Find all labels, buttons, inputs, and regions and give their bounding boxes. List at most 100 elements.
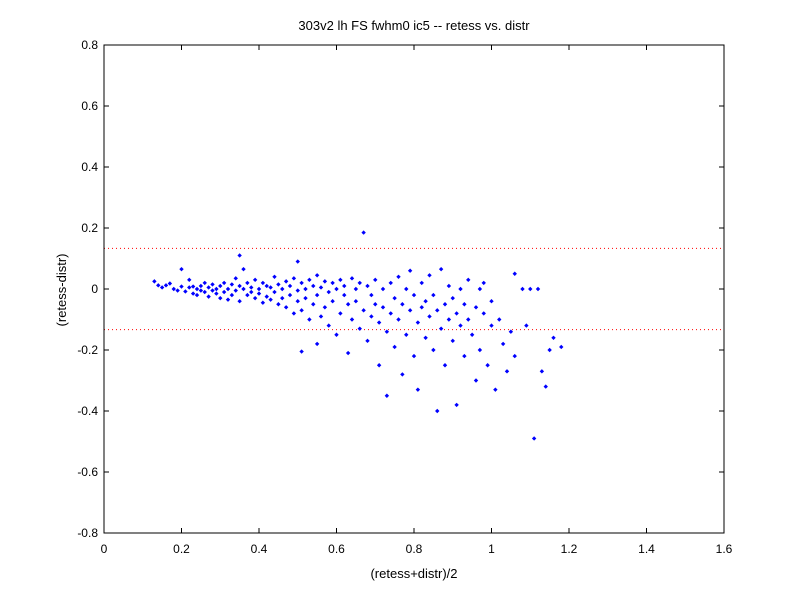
data-point <box>268 297 273 302</box>
data-point <box>287 283 293 289</box>
data-point <box>237 253 242 258</box>
data-point <box>299 349 304 354</box>
data-point <box>400 302 405 307</box>
data-point <box>307 317 312 322</box>
data-point <box>156 283 161 288</box>
data-point <box>365 338 370 344</box>
data-point <box>396 317 401 322</box>
data-point <box>477 286 483 292</box>
x-tick-label: 1.6 <box>716 542 733 556</box>
data-point <box>520 286 525 292</box>
data-point <box>237 299 242 304</box>
x-tick-label: 1 <box>488 542 495 556</box>
data-point <box>272 274 277 279</box>
data-point <box>551 335 556 340</box>
data-point <box>334 286 339 292</box>
data-point <box>361 308 366 313</box>
data-point <box>438 266 444 272</box>
data-point <box>442 363 448 368</box>
y-axis-label: (retess-distr) <box>54 254 69 327</box>
y-tick-label: 0.4 <box>81 160 98 174</box>
data-point <box>318 314 324 319</box>
data-point <box>272 289 277 295</box>
data-point <box>280 295 285 301</box>
data-point <box>202 280 207 286</box>
data-point <box>400 372 405 377</box>
data-point <box>469 332 475 337</box>
data-point <box>504 369 510 374</box>
data-point <box>427 314 432 319</box>
data-point <box>485 363 490 368</box>
data-point <box>225 297 231 302</box>
data-point <box>194 286 200 292</box>
data-point <box>210 282 215 287</box>
data-point <box>245 292 250 298</box>
plot-area <box>104 45 724 533</box>
x-tick-label: 0.4 <box>251 542 268 556</box>
data-point <box>198 283 204 289</box>
data-point <box>369 292 374 298</box>
data-point <box>175 288 180 293</box>
reference-lines <box>104 247 724 331</box>
data-point <box>210 288 215 293</box>
x-tick-label: 0.6 <box>328 542 345 556</box>
data-point <box>322 279 328 284</box>
data-point <box>264 283 269 289</box>
data-point <box>477 347 483 353</box>
x-tick-label: 0 <box>101 542 108 556</box>
data-point <box>373 277 378 283</box>
data-point <box>214 291 219 296</box>
data-point <box>535 286 541 292</box>
data-point <box>237 283 242 289</box>
data-point <box>349 276 355 281</box>
data-point <box>345 350 351 356</box>
data-point <box>221 289 227 295</box>
data-point <box>458 286 463 292</box>
data-point <box>295 288 300 293</box>
y-tick-label: -0.6 <box>77 465 98 479</box>
data-point <box>450 338 455 344</box>
data-point <box>295 299 300 304</box>
data-point <box>268 285 273 290</box>
data-point <box>392 295 397 301</box>
data-point <box>179 284 184 289</box>
data-point <box>357 280 362 286</box>
data-point <box>283 305 289 310</box>
data-point <box>384 329 390 334</box>
data-point <box>183 289 188 294</box>
data-point <box>214 286 219 292</box>
data-point <box>190 291 196 296</box>
data-point <box>407 308 413 313</box>
data-point <box>345 302 351 307</box>
data-point <box>326 323 331 328</box>
data-point <box>198 288 204 293</box>
data-point <box>404 286 409 292</box>
data-point <box>531 436 537 441</box>
data-point <box>245 280 250 286</box>
data-point <box>256 291 262 296</box>
data-point <box>466 277 471 283</box>
data-point <box>152 279 157 284</box>
data-point <box>380 286 386 292</box>
y-tick-label: -0.4 <box>77 404 98 418</box>
data-point <box>500 341 506 347</box>
data-point <box>462 302 467 307</box>
data-point <box>466 317 471 322</box>
data-point <box>299 308 304 313</box>
data-point <box>481 280 486 286</box>
data-point <box>280 286 285 292</box>
data-point <box>512 271 517 276</box>
x-tick-label: 0.2 <box>173 542 190 556</box>
data-point <box>419 305 424 310</box>
data-point <box>163 283 169 288</box>
data-point <box>307 277 312 283</box>
x-axis-label: (retess+distr)/2 <box>370 566 457 581</box>
y-tick-label: 0.6 <box>81 99 98 113</box>
data-point <box>225 286 231 292</box>
data-point <box>419 280 424 286</box>
data-point <box>353 286 359 292</box>
data-point <box>431 347 436 353</box>
data-point <box>543 384 548 389</box>
data-point <box>407 268 413 273</box>
data-point <box>206 285 211 290</box>
